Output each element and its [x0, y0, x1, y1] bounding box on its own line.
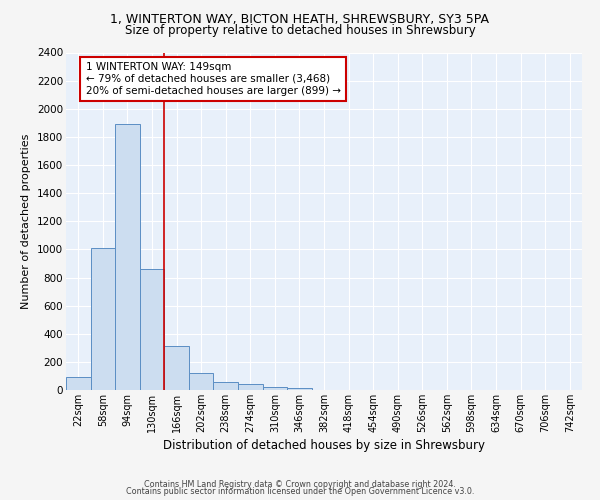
X-axis label: Distribution of detached houses by size in Shrewsbury: Distribution of detached houses by size … [163, 439, 485, 452]
Text: Size of property relative to detached houses in Shrewsbury: Size of property relative to detached ho… [125, 24, 475, 37]
Bar [214, 382, 238, 390]
Y-axis label: Number of detached properties: Number of detached properties [22, 134, 31, 309]
Bar [91, 248, 115, 390]
Text: 1 WINTERTON WAY: 149sqm
← 79% of detached houses are smaller (3,468)
20% of semi: 1 WINTERTON WAY: 149sqm ← 79% of detache… [86, 62, 341, 96]
Text: Contains HM Land Registry data © Crown copyright and database right 2024.: Contains HM Land Registry data © Crown c… [144, 480, 456, 489]
Bar [287, 388, 312, 390]
Bar [140, 269, 164, 390]
Bar [189, 373, 214, 390]
Bar [115, 124, 140, 390]
Bar [66, 378, 91, 390]
Text: 1, WINTERTON WAY, BICTON HEATH, SHREWSBURY, SY3 5PA: 1, WINTERTON WAY, BICTON HEATH, SHREWSBU… [110, 12, 490, 26]
Bar [238, 384, 263, 390]
Bar [164, 346, 189, 390]
Text: Contains public sector information licensed under the Open Government Licence v3: Contains public sector information licen… [126, 487, 474, 496]
Bar [263, 387, 287, 390]
